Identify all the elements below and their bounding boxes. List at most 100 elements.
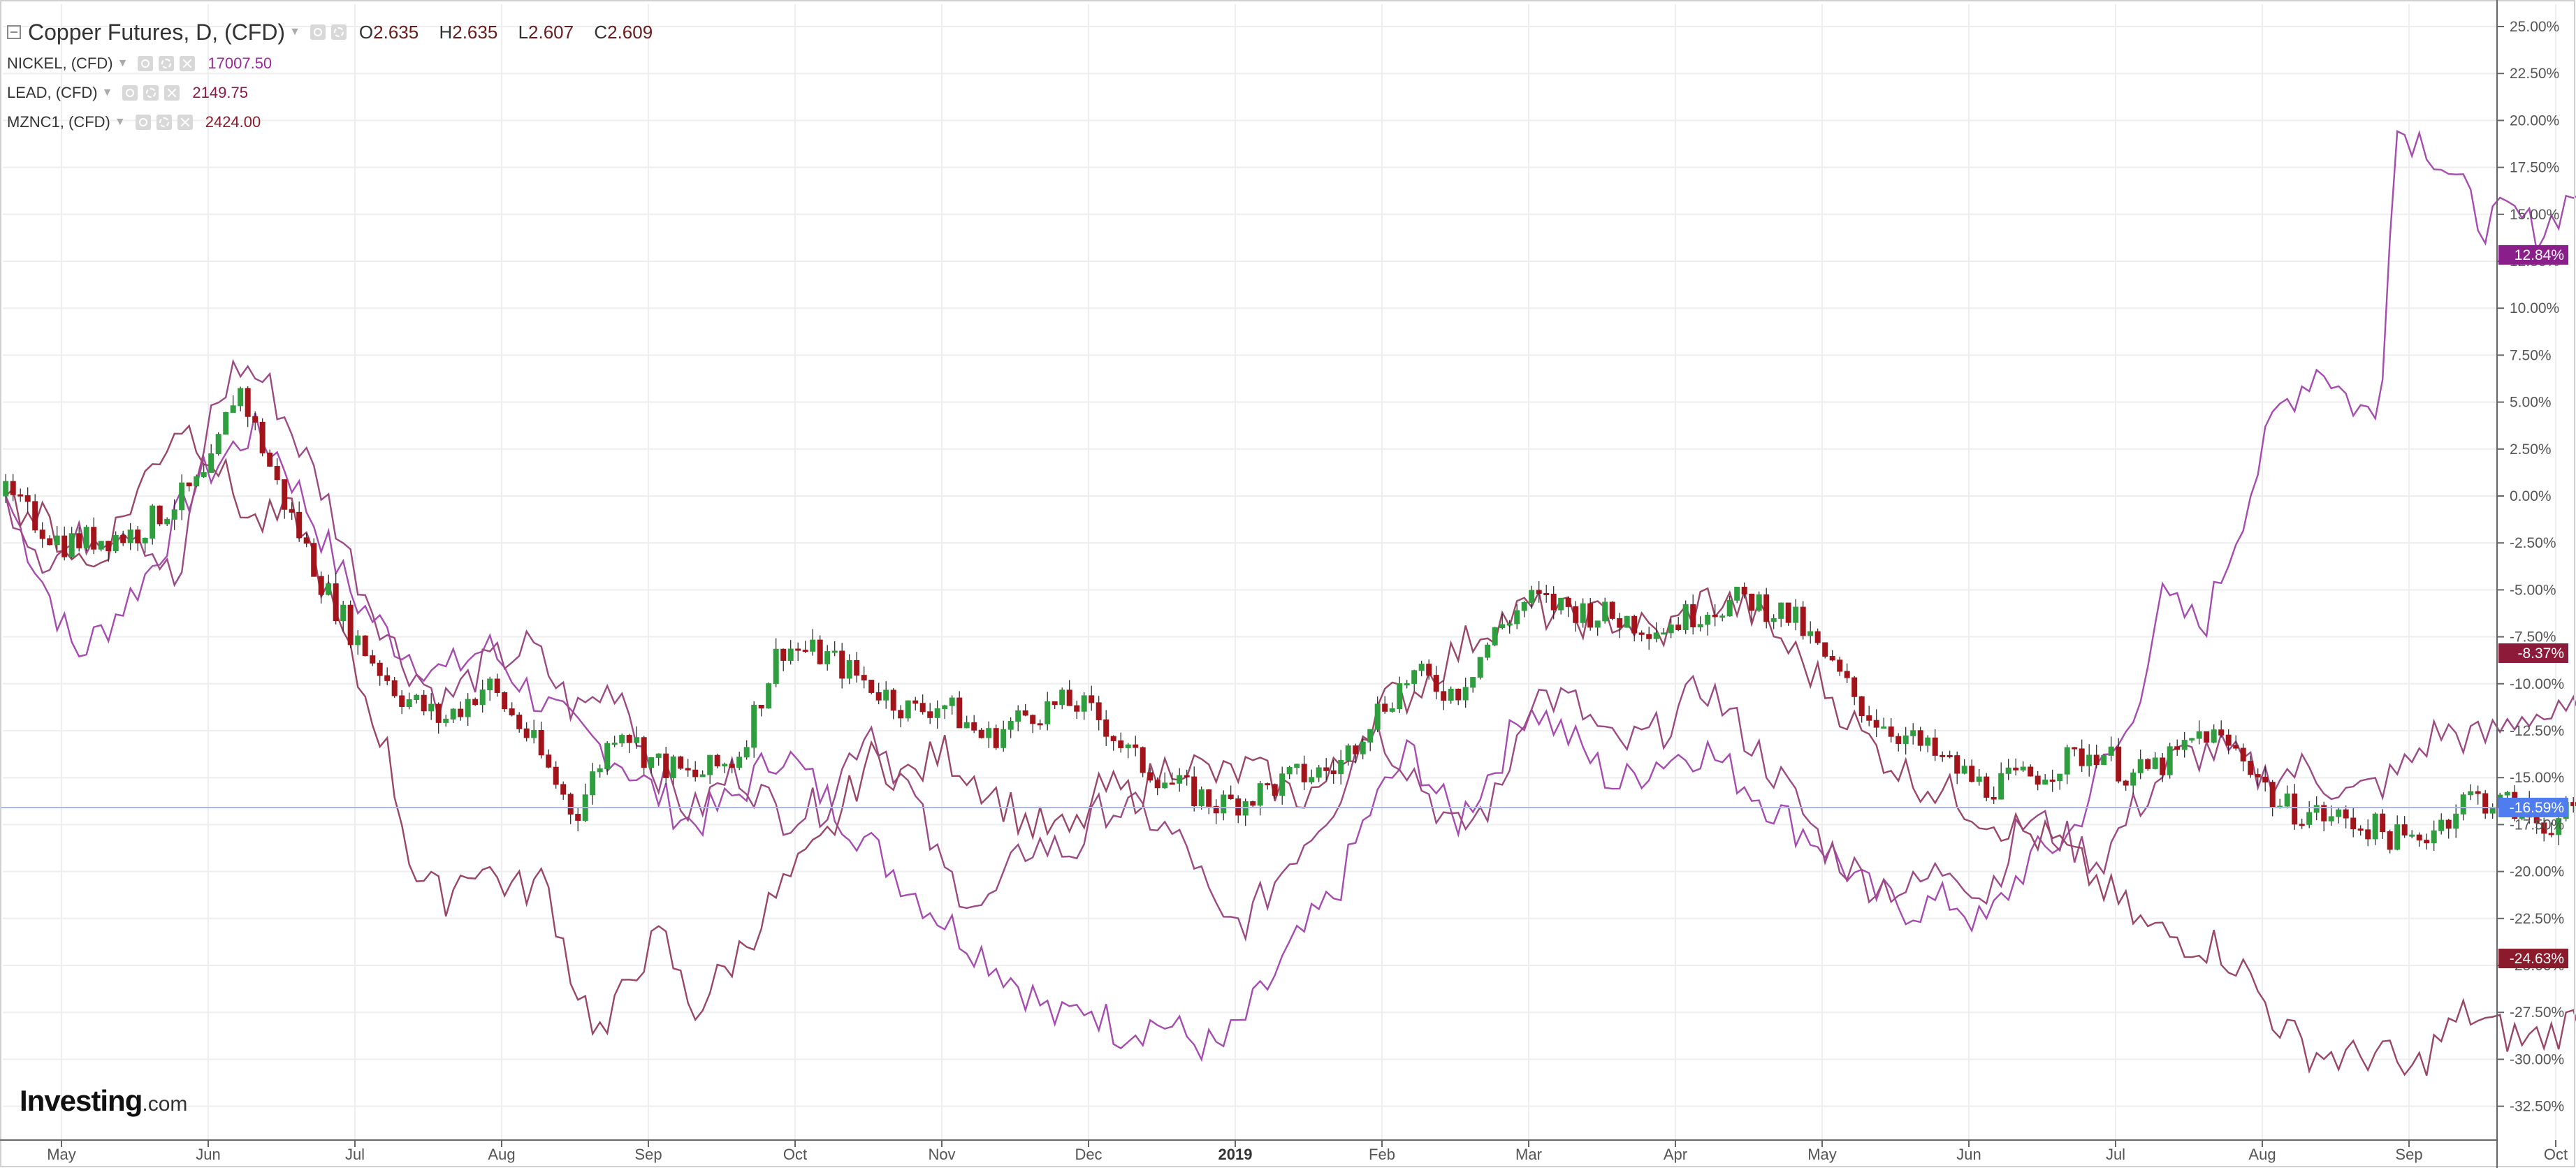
candle-body-up [223,411,229,435]
candle-body-up [1661,632,1667,635]
candle-body-up [1045,701,1051,724]
candle [223,411,229,435]
candle [1228,785,1234,800]
gear-icon[interactable] [156,115,172,130]
candle [201,465,207,479]
candle-body-down [245,388,251,417]
candle-body-up [3,481,9,497]
candle-body-up [2453,813,2459,829]
candle [428,693,435,720]
candle-body-up [1448,688,1454,701]
candle [1653,622,1659,643]
candle-body-down [296,511,303,539]
gear-icon[interactable] [330,24,347,40]
candle [1946,750,1953,759]
chevron-down-icon[interactable]: ▼ [289,26,300,38]
candle [2035,771,2041,791]
candle [1272,783,1278,799]
candle [2475,785,2481,805]
candle [1279,766,1286,805]
chevron-down-icon[interactable]: ▼ [117,57,129,69]
candle-body-up [465,699,471,717]
candle-body-down [1147,772,1154,781]
candle [1910,723,1916,745]
close-icon[interactable] [180,56,196,71]
candle [311,538,317,577]
candle [1154,777,1160,796]
candle [1103,710,1109,746]
overlay-title[interactable]: LEAD, (CFD) [7,84,98,101]
candle [91,517,97,555]
y-tick-label: 20.00% [2510,112,2559,129]
candle [370,650,376,666]
candle-body-up [934,708,940,718]
overlay-title[interactable]: NICKEL, (CFD) [7,54,113,72]
candle-body-up [722,764,728,766]
candle-body-up [164,518,170,525]
overlay-title[interactable]: MZNC1, (CFD) [7,113,110,131]
candle [1558,597,1564,615]
candle [1902,727,1909,755]
candle-body-up [2101,754,2107,766]
candle-body-up [619,735,625,744]
candle-body-down [1932,737,1938,756]
candle [1235,795,1242,824]
close-icon[interactable] [164,85,180,101]
candle [1397,676,1403,713]
collapse-legend-icon[interactable] [7,25,21,39]
candle-body-up [1925,737,1931,746]
candle-body-down [32,501,38,531]
candle [61,526,68,561]
candle [1682,600,1689,634]
candle [2387,829,2393,854]
close-icon[interactable] [177,115,193,130]
candle [2460,792,2466,821]
candle [2372,812,2378,845]
candle [1917,727,1923,752]
candle [472,697,479,706]
candle [1411,669,1418,692]
eye-icon[interactable] [310,24,326,40]
candle-body-down [1265,783,1271,786]
gear-icon[interactable] [159,56,175,71]
candle-body-down [494,678,500,693]
candle [1345,743,1351,766]
candle [1814,628,1821,645]
legend-main-row: Copper Futures, D, (CFD) ▼ O2.635 H2.635… [7,15,668,49]
y-tick-label: -22.50% [2510,911,2564,927]
candle [194,474,200,487]
chevron-down-icon[interactable]: ▼ [114,116,126,128]
candle-body-down [663,753,669,778]
candle [1624,615,1630,628]
candle [597,764,603,778]
candle [1822,642,1828,659]
candle-body-up [340,604,347,622]
candle [1741,582,1747,599]
chevron-down-icon[interactable]: ▼ [101,87,113,98]
investing-logo[interactable]: Investing.com [20,1084,187,1118]
candle [1118,732,1124,753]
candle-body-down [2248,761,2254,775]
candle-body-down [1353,745,1359,754]
candle [1441,680,1447,710]
candle-body-down [252,416,259,423]
main-series-title[interactable]: Copper Futures, D, (CFD) [28,19,286,45]
candle-body-down [2475,791,2481,794]
candle-body-down [186,482,192,487]
eye-icon[interactable] [122,85,138,101]
candle-body-up [2372,813,2378,840]
eye-icon[interactable] [135,115,151,130]
candle-body-down [1573,606,1579,623]
candle [1051,701,1058,709]
candle [1873,709,1879,738]
candle [538,722,544,759]
candle-body-up [1198,789,1205,807]
eye-icon[interactable] [138,56,154,71]
candle-body-down [2240,747,2246,762]
x-tick-label: May [1807,1146,1837,1163]
candle [854,652,860,683]
candle [340,601,347,632]
gear-icon[interactable] [143,85,159,101]
candle [1374,696,1381,733]
